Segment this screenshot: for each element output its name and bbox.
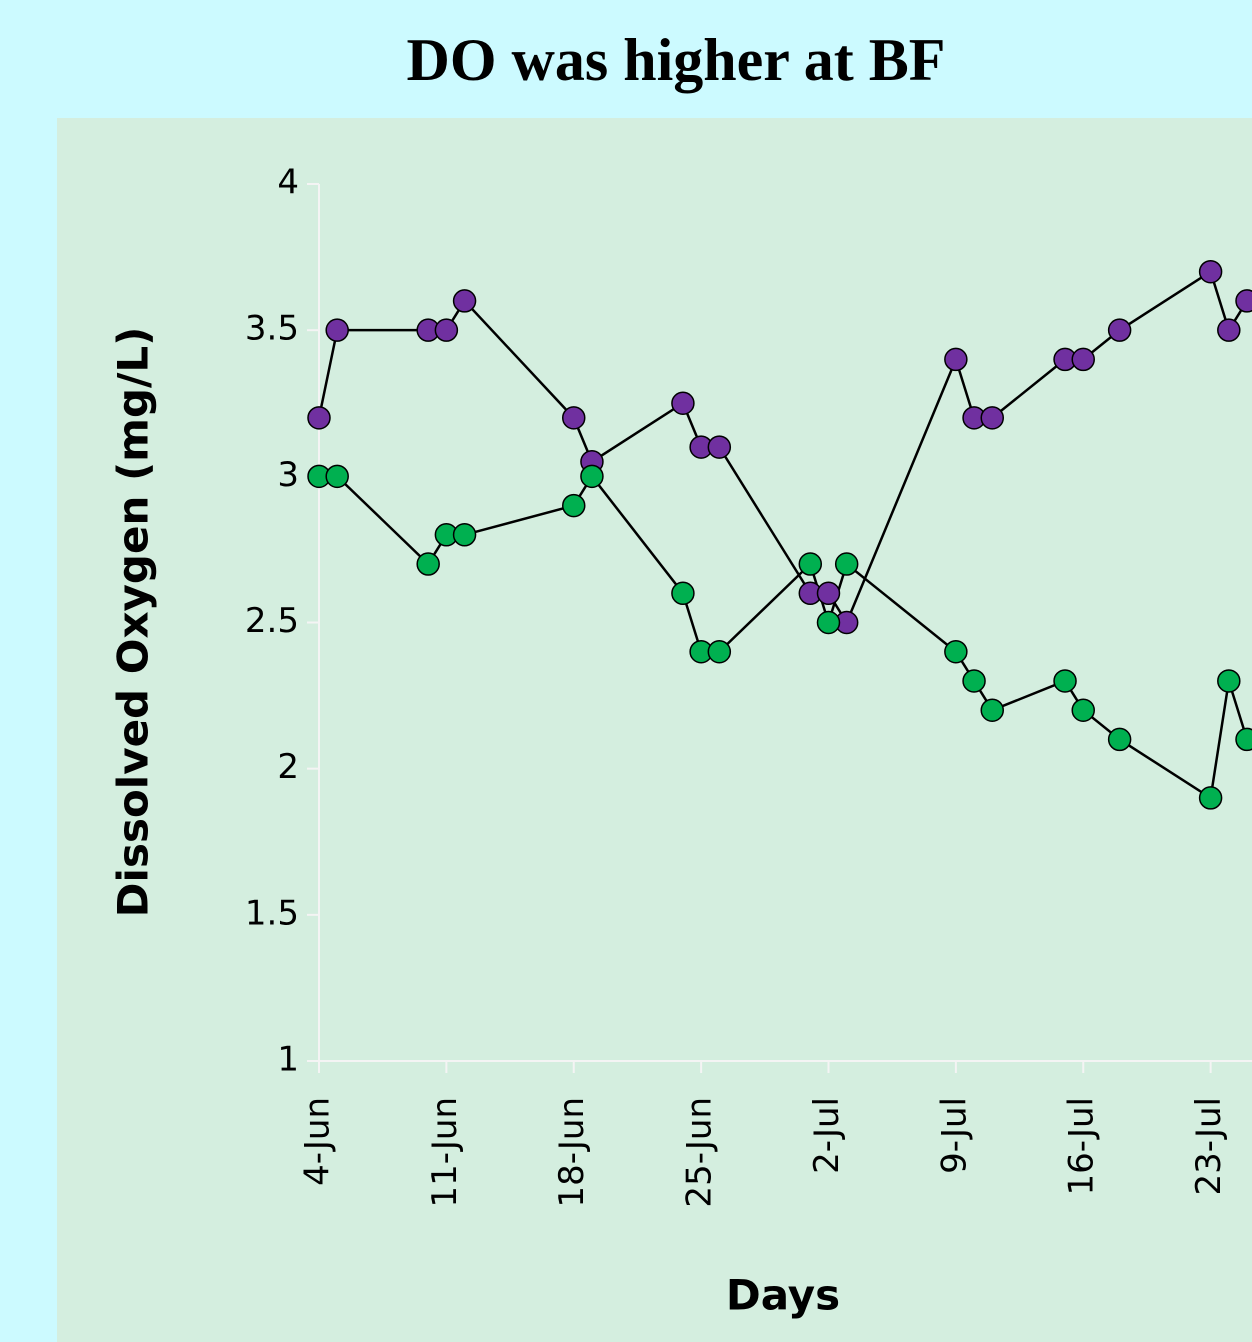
data-point <box>1217 669 1241 693</box>
data-point <box>1198 786 1223 810</box>
data-point <box>325 318 349 342</box>
y-tick-label: 3 <box>277 455 299 495</box>
x-tick-label: 16-Jul <box>1062 1097 1102 1195</box>
x-tick-label: 25-Jun <box>680 1097 720 1208</box>
data-point <box>671 581 695 606</box>
data-point <box>1071 347 1095 372</box>
data-point <box>452 523 477 547</box>
data-point <box>325 464 349 489</box>
y-tick-label: 3.5 <box>245 309 299 349</box>
data-point <box>452 289 477 313</box>
chart-title: DO was higher at BF <box>407 27 946 93</box>
y-tick-label: 1.5 <box>245 893 299 933</box>
data-point <box>561 493 586 518</box>
data-point <box>1198 259 1223 284</box>
data-point <box>980 406 1005 430</box>
plot-background <box>57 118 1252 1342</box>
data-point <box>1217 318 1241 342</box>
y-tick-label: 2 <box>277 747 299 787</box>
data-point <box>707 435 732 459</box>
data-point <box>1107 727 1132 752</box>
x-tick-label: 9-Jul <box>934 1097 974 1174</box>
data-point <box>944 347 968 372</box>
data-point <box>416 552 440 576</box>
data-point <box>561 406 586 430</box>
y-axis-title: Dissolved Oxygen (mg/L) <box>109 327 158 918</box>
data-point <box>580 464 604 489</box>
x-tick-label: 4-Jun <box>298 1097 338 1186</box>
data-point <box>1071 698 1095 722</box>
data-point <box>307 406 331 430</box>
data-point <box>1235 727 1252 752</box>
data-point <box>962 669 986 693</box>
data-point <box>671 391 695 415</box>
data-point <box>816 581 841 606</box>
y-tick-label: 1 <box>277 1040 299 1080</box>
data-point <box>816 610 841 635</box>
x-tick-label: 11-Jun <box>425 1097 465 1208</box>
data-point <box>980 698 1005 722</box>
x-tick-label: 18-Jun <box>552 1097 592 1208</box>
x-axis-title: Days <box>726 1271 840 1320</box>
data-point <box>1107 318 1132 342</box>
x-tick-label: 2-Jul <box>807 1097 847 1174</box>
data-point <box>944 639 968 664</box>
y-tick-label: 4 <box>277 163 299 203</box>
data-point <box>1053 669 1077 693</box>
data-point <box>434 318 459 342</box>
x-tick-label: 23-Jul <box>1189 1097 1229 1195</box>
data-point <box>1235 289 1252 313</box>
data-point <box>834 552 859 576</box>
data-point <box>798 552 823 576</box>
y-tick-label: 2.5 <box>245 601 299 641</box>
data-point <box>707 639 732 664</box>
